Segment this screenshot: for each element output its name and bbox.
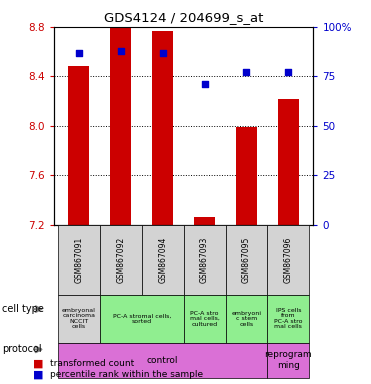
Text: PC-A stro
mal cells,
cultured: PC-A stro mal cells, cultured bbox=[190, 311, 220, 326]
Bar bbox=[194, 217, 215, 225]
Bar bbox=[226, 295, 267, 343]
Bar bbox=[267, 295, 309, 343]
Text: ■: ■ bbox=[33, 359, 44, 369]
Text: PC-A stromal cells,
sorted: PC-A stromal cells, sorted bbox=[112, 313, 171, 324]
Text: protocol: protocol bbox=[2, 344, 42, 354]
Text: embryoni
c stem
cells: embryoni c stem cells bbox=[232, 311, 262, 326]
Bar bbox=[226, 225, 267, 295]
Text: GSM867092: GSM867092 bbox=[116, 237, 125, 283]
Text: ■: ■ bbox=[33, 369, 44, 379]
Bar bbox=[110, 28, 131, 225]
Text: reprogram
ming: reprogram ming bbox=[265, 350, 312, 370]
Text: GSM867096: GSM867096 bbox=[284, 237, 293, 283]
Title: GDS4124 / 204699_s_at: GDS4124 / 204699_s_at bbox=[104, 11, 263, 24]
Bar bbox=[184, 225, 226, 295]
Text: cell type: cell type bbox=[2, 304, 44, 314]
Bar bbox=[100, 225, 142, 295]
Point bbox=[243, 69, 249, 75]
Text: percentile rank within the sample: percentile rank within the sample bbox=[50, 370, 203, 379]
Text: IPS cells
from
PC-A stro
mal cells: IPS cells from PC-A stro mal cells bbox=[274, 308, 303, 329]
Text: GSM867094: GSM867094 bbox=[158, 237, 167, 283]
Bar bbox=[267, 225, 309, 295]
Text: GSM867091: GSM867091 bbox=[75, 237, 83, 283]
Point bbox=[118, 48, 124, 54]
Text: transformed count: transformed count bbox=[50, 359, 134, 368]
Bar bbox=[58, 343, 267, 377]
Bar bbox=[100, 295, 184, 343]
Point bbox=[201, 81, 207, 87]
Bar bbox=[236, 127, 257, 225]
Bar bbox=[184, 295, 226, 343]
Text: control: control bbox=[147, 356, 178, 364]
Bar bbox=[58, 225, 100, 295]
Text: embryonal
carcinoma
NCCIT
cells: embryonal carcinoma NCCIT cells bbox=[62, 308, 96, 329]
Point bbox=[160, 50, 166, 56]
Bar bbox=[267, 343, 309, 377]
Bar bbox=[152, 31, 173, 225]
Text: GSM867095: GSM867095 bbox=[242, 237, 251, 283]
Bar bbox=[278, 99, 299, 225]
Point bbox=[285, 69, 291, 75]
Point bbox=[76, 50, 82, 56]
Bar bbox=[58, 295, 100, 343]
Bar bbox=[142, 225, 184, 295]
Text: GSM867093: GSM867093 bbox=[200, 237, 209, 283]
Bar bbox=[69, 66, 89, 225]
